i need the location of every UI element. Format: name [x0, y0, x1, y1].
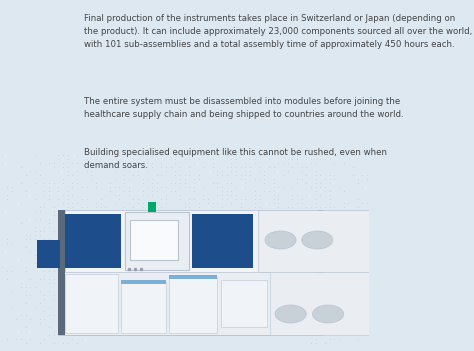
Bar [121, 282, 166, 333]
Bar [317, 210, 323, 335]
Bar [220, 280, 267, 327]
Bar [58, 210, 64, 335]
Text: Building specialised equipment like this cannot be rushed, even when
demand soar: Building specialised equipment like this… [84, 148, 387, 170]
Bar [36, 240, 60, 268]
Bar [130, 220, 179, 260]
Ellipse shape [301, 231, 333, 249]
Bar [192, 214, 253, 268]
Text: The entire system must be disassembled into modules before joining the
healthcar: The entire system must be disassembled i… [84, 97, 404, 119]
Bar [169, 277, 218, 333]
Bar [148, 202, 156, 212]
Bar [64, 214, 121, 268]
Ellipse shape [275, 305, 306, 323]
Bar [169, 275, 218, 279]
Ellipse shape [312, 305, 344, 323]
Ellipse shape [265, 231, 296, 249]
Text: Final production of the instruments takes place in Switzerland or Japan (dependi: Final production of the instruments take… [84, 14, 473, 49]
Bar [64, 274, 118, 333]
Bar [121, 280, 166, 284]
Bar [58, 210, 323, 335]
Bar [125, 212, 189, 270]
Bar [271, 272, 370, 335]
Bar [64, 210, 317, 272]
Bar [258, 210, 371, 272]
